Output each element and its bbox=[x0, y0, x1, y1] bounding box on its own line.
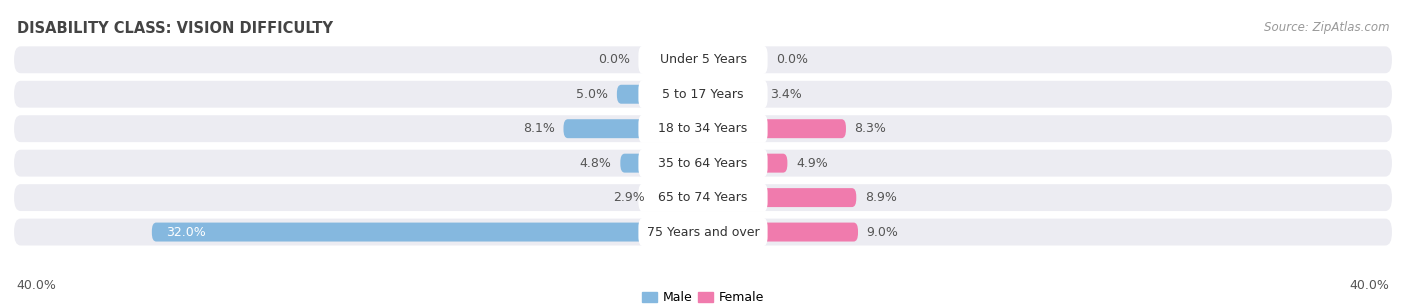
Text: 40.0%: 40.0% bbox=[1350, 279, 1389, 292]
FancyBboxPatch shape bbox=[14, 150, 1392, 177]
Text: 0.0%: 0.0% bbox=[598, 53, 630, 66]
Legend: Male, Female: Male, Female bbox=[637, 286, 769, 304]
Text: Source: ZipAtlas.com: Source: ZipAtlas.com bbox=[1264, 21, 1389, 34]
Text: 0.0%: 0.0% bbox=[776, 53, 808, 66]
FancyBboxPatch shape bbox=[14, 115, 1392, 142]
FancyBboxPatch shape bbox=[703, 119, 846, 138]
Text: 4.8%: 4.8% bbox=[579, 157, 612, 170]
FancyBboxPatch shape bbox=[620, 154, 703, 173]
Text: 35 to 64 Years: 35 to 64 Years bbox=[658, 157, 748, 170]
Text: 8.9%: 8.9% bbox=[865, 191, 897, 204]
FancyBboxPatch shape bbox=[152, 223, 703, 241]
FancyBboxPatch shape bbox=[638, 149, 768, 178]
FancyBboxPatch shape bbox=[652, 188, 703, 207]
FancyBboxPatch shape bbox=[638, 46, 768, 74]
Text: 9.0%: 9.0% bbox=[866, 226, 898, 239]
FancyBboxPatch shape bbox=[638, 80, 768, 109]
Text: 32.0%: 32.0% bbox=[166, 226, 205, 239]
Text: 4.9%: 4.9% bbox=[796, 157, 828, 170]
Text: 75 Years and over: 75 Years and over bbox=[647, 226, 759, 239]
Text: DISABILITY CLASS: VISION DIFFICULTY: DISABILITY CLASS: VISION DIFFICULTY bbox=[17, 21, 333, 36]
FancyBboxPatch shape bbox=[617, 85, 703, 104]
FancyBboxPatch shape bbox=[14, 46, 1392, 73]
FancyBboxPatch shape bbox=[638, 183, 768, 212]
FancyBboxPatch shape bbox=[14, 219, 1392, 246]
Text: 65 to 74 Years: 65 to 74 Years bbox=[658, 191, 748, 204]
Text: 40.0%: 40.0% bbox=[17, 279, 56, 292]
Text: 8.3%: 8.3% bbox=[855, 122, 886, 135]
FancyBboxPatch shape bbox=[703, 188, 856, 207]
FancyBboxPatch shape bbox=[638, 218, 768, 246]
FancyBboxPatch shape bbox=[703, 154, 787, 173]
FancyBboxPatch shape bbox=[703, 85, 762, 104]
FancyBboxPatch shape bbox=[564, 119, 703, 138]
Text: 8.1%: 8.1% bbox=[523, 122, 555, 135]
Text: Under 5 Years: Under 5 Years bbox=[659, 53, 747, 66]
FancyBboxPatch shape bbox=[14, 81, 1392, 108]
Text: 5 to 17 Years: 5 to 17 Years bbox=[662, 88, 744, 101]
Text: 5.0%: 5.0% bbox=[576, 88, 609, 101]
FancyBboxPatch shape bbox=[14, 184, 1392, 211]
FancyBboxPatch shape bbox=[703, 223, 858, 241]
Text: 3.4%: 3.4% bbox=[770, 88, 801, 101]
Text: 2.9%: 2.9% bbox=[613, 191, 644, 204]
FancyBboxPatch shape bbox=[638, 114, 768, 143]
Text: 18 to 34 Years: 18 to 34 Years bbox=[658, 122, 748, 135]
